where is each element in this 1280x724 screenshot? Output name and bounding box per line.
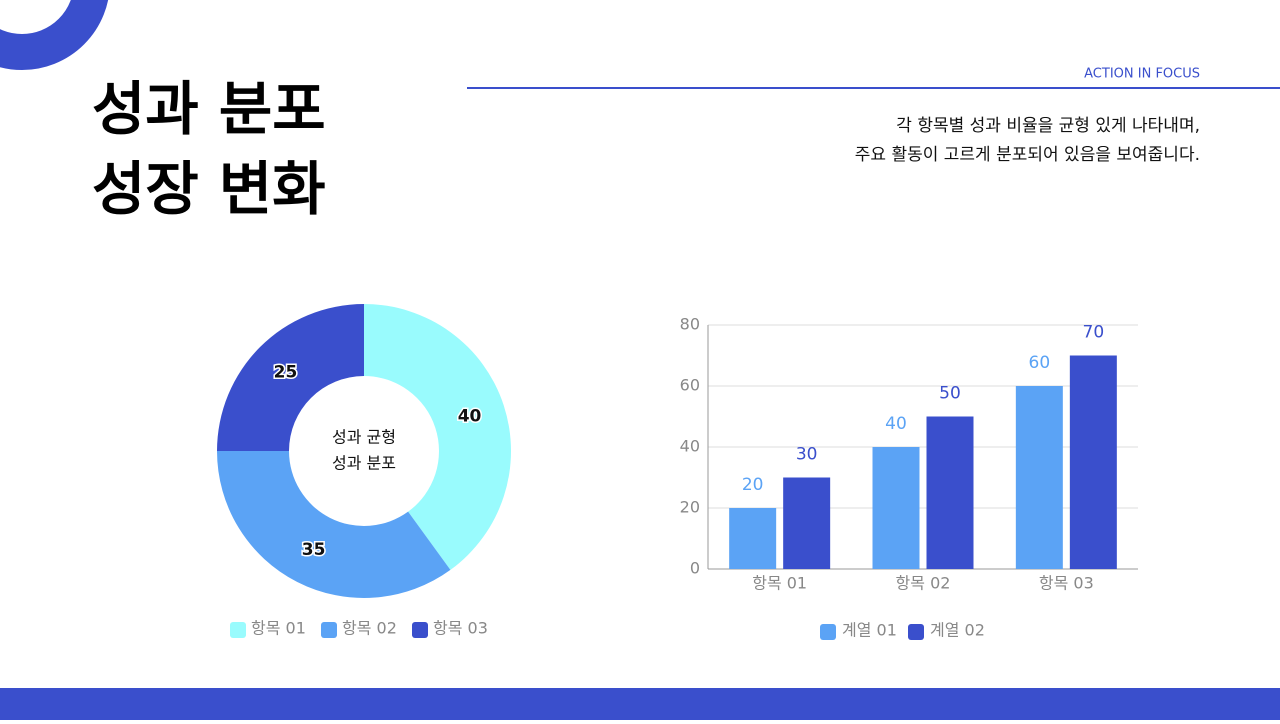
legend-label: 항목 02 — [342, 619, 397, 638]
bar — [1015, 386, 1063, 569]
legend-label: 계열 01 — [842, 621, 897, 640]
title: 성장 변화 — [92, 155, 326, 223]
donut-slice — [364, 304, 511, 570]
data-label: 35 — [302, 540, 326, 560]
y-tick-label: 20 — [680, 498, 700, 517]
data-label: 60 — [1029, 353, 1051, 373]
data-label: 40 — [885, 414, 907, 434]
center-text: 성과 균형 — [332, 428, 396, 447]
bar — [783, 477, 831, 569]
legend-label: 항목 01 — [251, 619, 306, 638]
donut-slice — [217, 451, 451, 598]
legend-label: 계열 02 — [930, 621, 985, 640]
bar — [872, 447, 920, 569]
y-tick-label: 0 — [690, 559, 700, 578]
legend-swatch — [321, 622, 337, 638]
title: 성과 분포 — [92, 75, 326, 143]
x-tick-label: 항목 03 — [1039, 574, 1094, 593]
y-tick-label: 60 — [680, 376, 700, 395]
data-label: 25 — [274, 363, 298, 383]
footer-bar — [0, 688, 1280, 720]
x-tick-label: 항목 01 — [752, 574, 807, 593]
data-label: 70 — [1083, 323, 1105, 343]
donut-slice — [217, 304, 364, 451]
data-label: 20 — [742, 475, 764, 495]
data-label: 30 — [796, 445, 818, 465]
data-label: 40 — [458, 407, 482, 427]
legend-swatch — [820, 624, 836, 640]
y-tick-label: 40 — [680, 437, 700, 456]
center-text: 성과 분포 — [332, 454, 396, 473]
y-tick-label: 80 — [680, 315, 700, 334]
bar — [1069, 355, 1117, 569]
data-label: 50 — [939, 384, 961, 404]
bar — [926, 416, 974, 569]
legend-swatch — [908, 624, 924, 640]
x-tick-label: 항목 02 — [896, 574, 951, 593]
legend-label: 항목 03 — [433, 619, 488, 638]
legend-swatch — [412, 622, 428, 638]
description: 주요 활동이 고르게 분포되어 있음을 보여줍니다. — [855, 145, 1200, 165]
bar — [729, 508, 777, 569]
description: 각 항목별 성과 비율을 균형 있게 나타내며, — [896, 116, 1200, 136]
tag: ACTION IN FOCUS — [1084, 67, 1200, 82]
legend-swatch — [230, 622, 246, 638]
corner-decoration — [0, 0, 109, 70]
